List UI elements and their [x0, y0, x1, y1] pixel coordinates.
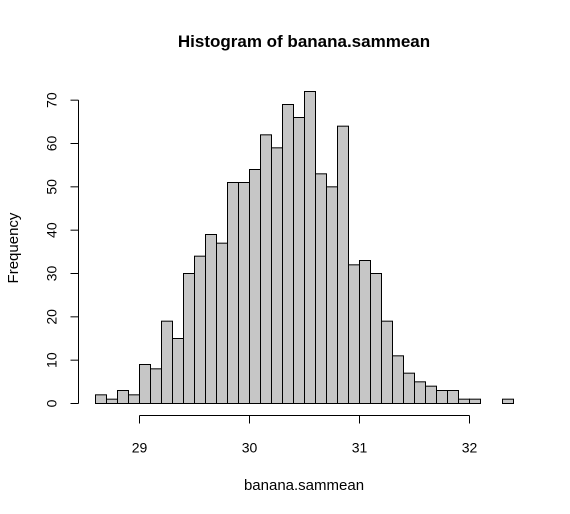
- histogram-bar-24: [359, 260, 371, 404]
- histogram-bar-23: [348, 264, 360, 405]
- histogram-bar-29: [414, 381, 426, 405]
- histogram-bar-2: [117, 390, 129, 404]
- histogram-bar-16: [271, 147, 283, 404]
- histogram-bar-0: [95, 394, 107, 405]
- x-axis: 29 30 31 32: [132, 415, 478, 456]
- histogram-bar-9: [194, 255, 206, 404]
- y-tick-label-4: 40: [44, 222, 60, 238]
- histogram-bar-14: [249, 169, 261, 404]
- histogram-bar-32: [447, 390, 459, 404]
- x-tick-label-3: 32: [462, 440, 478, 456]
- x-axis-label: banana.sammean: [244, 477, 364, 494]
- y-tick-label-0: 0: [44, 399, 60, 407]
- histogram-bar-1: [106, 398, 118, 404]
- histogram-bar-15: [260, 134, 272, 404]
- histogram-bar-21: [326, 186, 338, 404]
- histogram-bar-4: [139, 364, 151, 404]
- histogram-bar-17: [282, 104, 294, 404]
- histogram-bar-28: [403, 372, 415, 404]
- histogram-bar-34: [469, 398, 481, 404]
- x-tick-label-2: 31: [352, 440, 368, 456]
- histogram-bar-18: [293, 117, 305, 404]
- histogram-bar-12: [227, 182, 239, 404]
- histogram-bar-26: [381, 320, 393, 404]
- histogram-bar-11: [216, 242, 228, 404]
- histogram-bar-20: [315, 173, 327, 404]
- histogram-bar-25: [370, 273, 382, 404]
- x-tick-label-1: 30: [242, 440, 258, 456]
- y-tick-label-7: 70: [44, 92, 60, 108]
- histogram-bar-33: [458, 398, 470, 404]
- histogram-bar-13: [238, 182, 250, 404]
- y-tick-label-3: 30: [44, 266, 60, 282]
- y-tick-label-6: 60: [44, 136, 60, 152]
- histogram-bar-10: [205, 234, 217, 404]
- x-tick-label-0: 29: [132, 440, 148, 456]
- histogram-bar-22: [337, 125, 349, 405]
- y-tick-label-2: 20: [44, 309, 60, 325]
- y-tick-label-1: 10: [44, 352, 60, 368]
- histogram-bar-19: [304, 91, 316, 404]
- histogram-bar-3: [128, 394, 140, 405]
- histogram-bar-8: [183, 273, 195, 404]
- histogram-bar-7: [172, 338, 184, 404]
- histogram-bar-30: [425, 385, 437, 404]
- y-tick-label-5: 50: [44, 179, 60, 195]
- y-axis: 0 10 20 30 40 50 60 70: [44, 92, 79, 407]
- y-axis-label: Frequency: [5, 212, 22, 283]
- histogram-bar-5: [150, 368, 162, 405]
- histogram-bar-6: [161, 320, 173, 404]
- histogram-bar-31: [436, 390, 448, 404]
- histogram-bar-27: [392, 355, 404, 405]
- histogram-bar-37: [502, 398, 514, 404]
- histogram-bars: [95, 91, 514, 405]
- chart-title: Histogram of banana.sammean: [178, 32, 430, 51]
